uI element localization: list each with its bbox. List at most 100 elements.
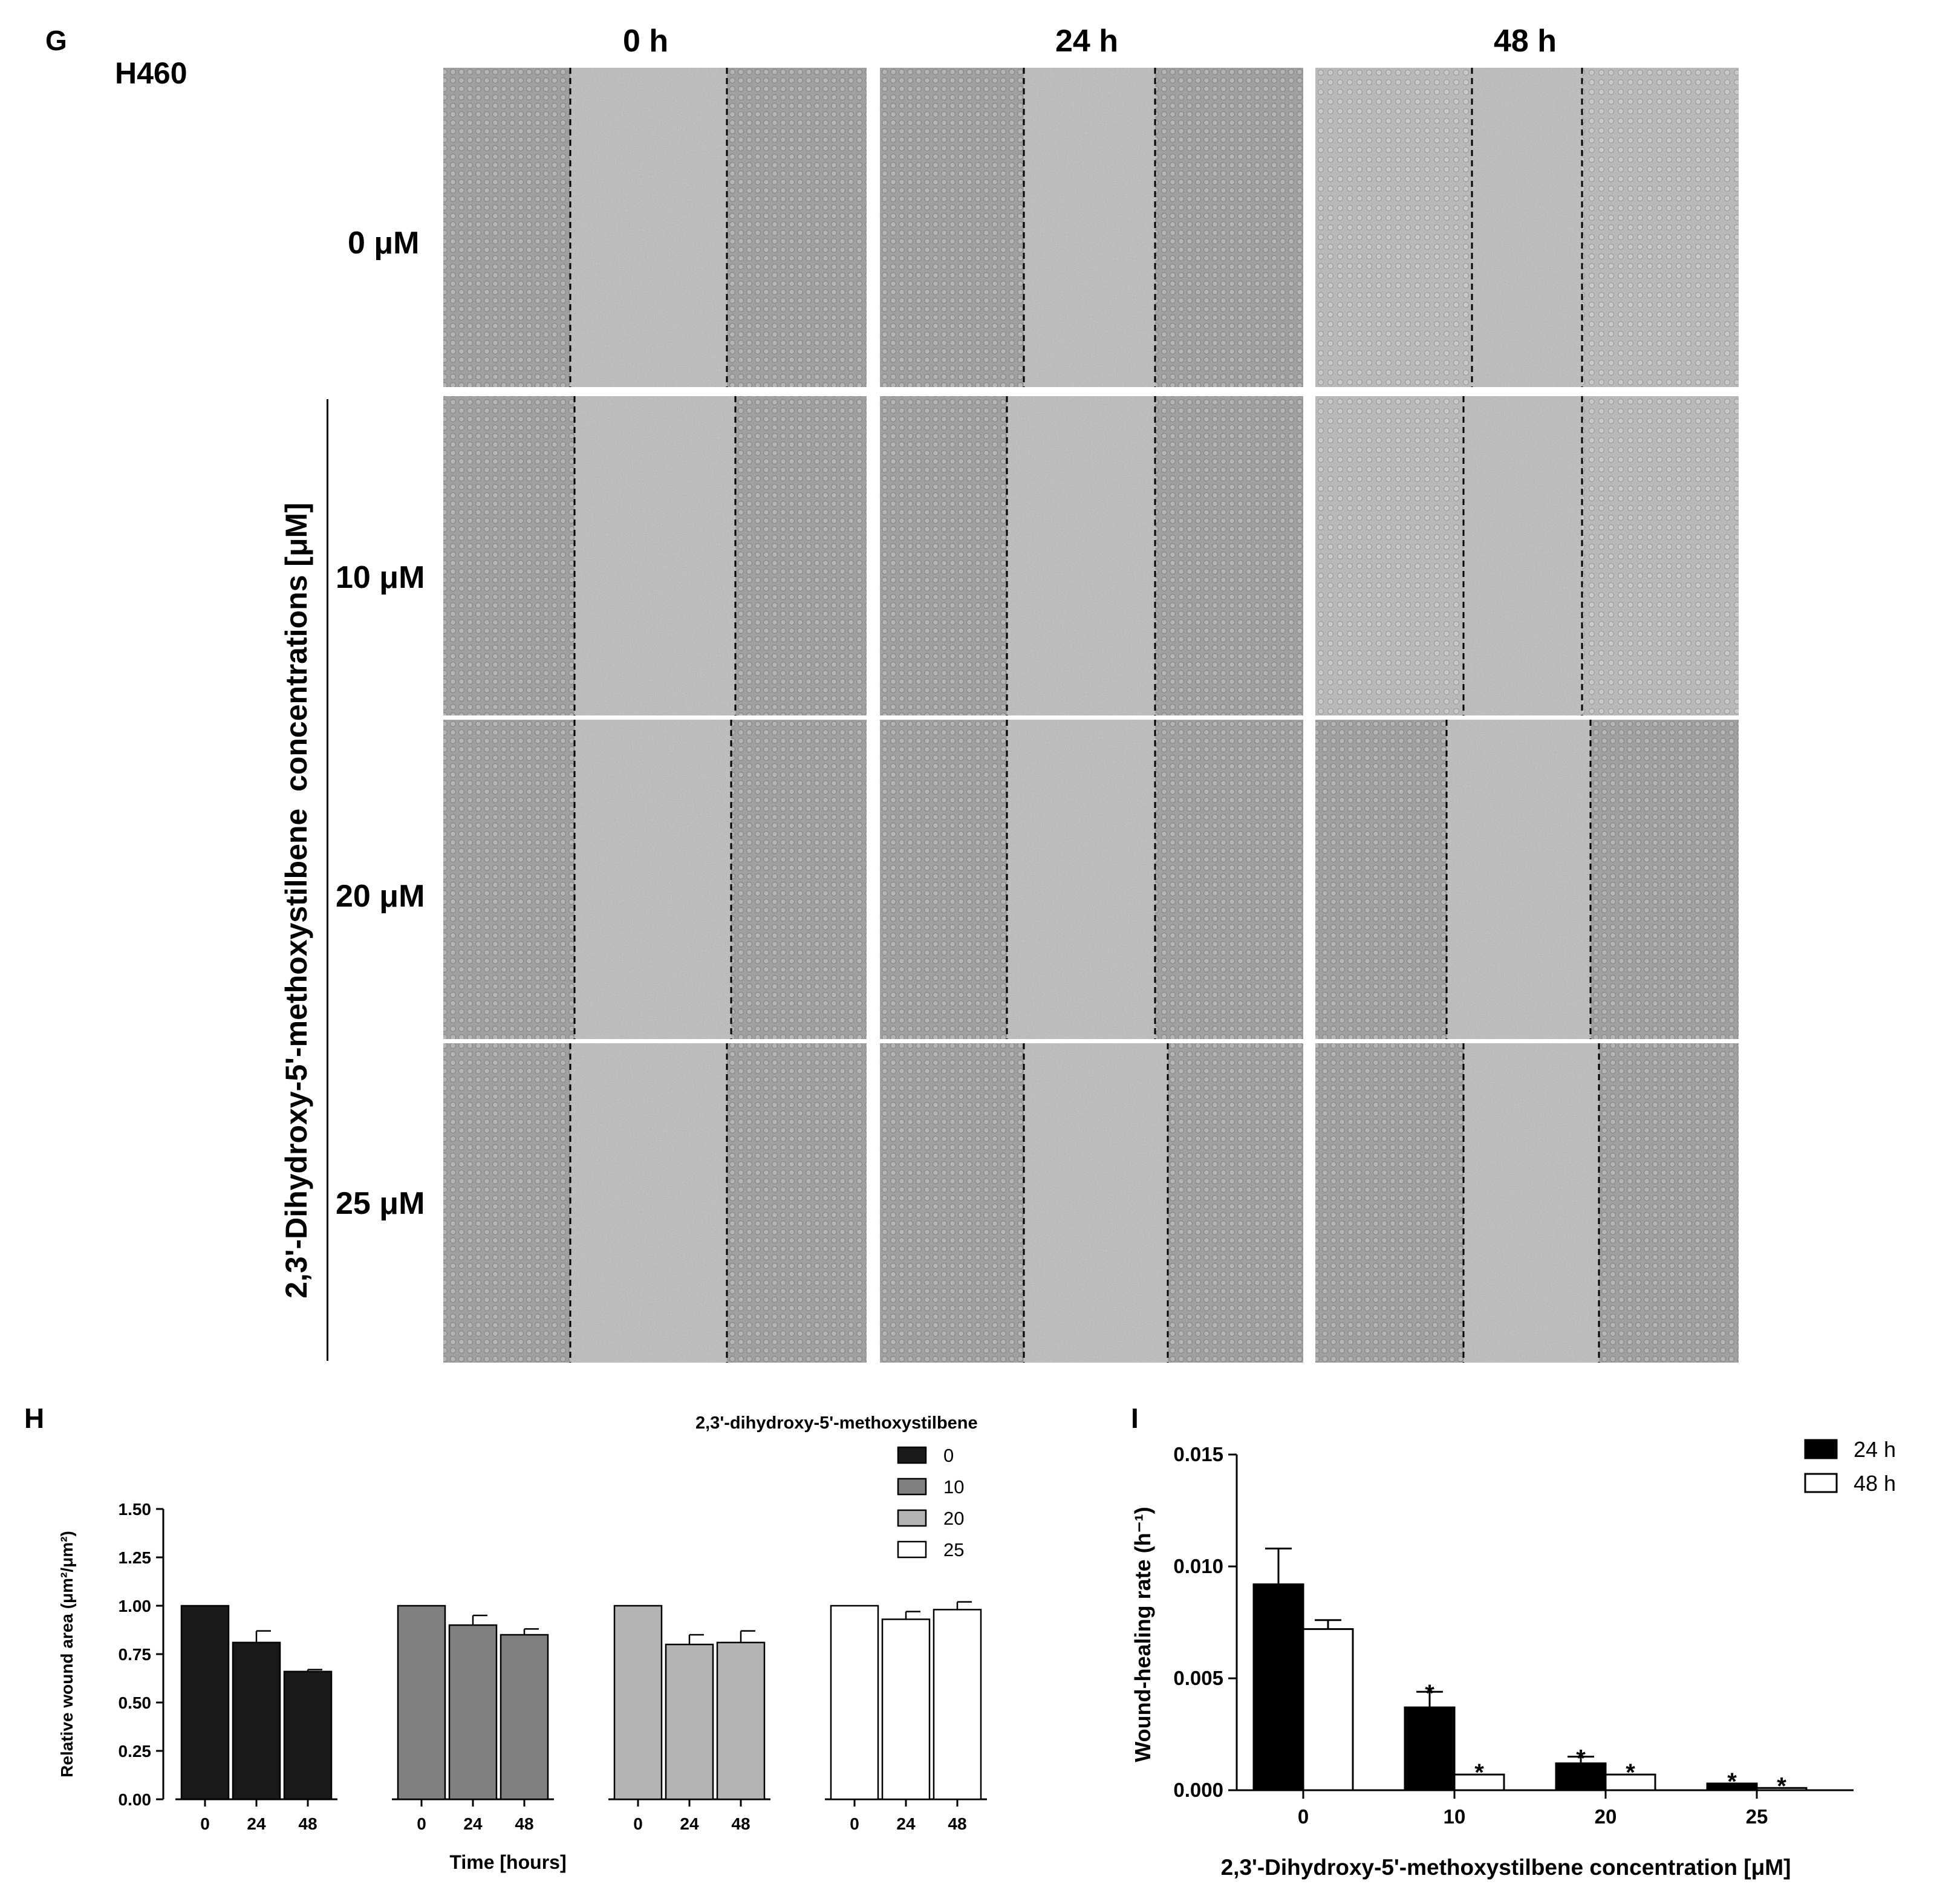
x-tick-label: 0 [850,1814,859,1833]
significance-marker: * [1626,1759,1635,1786]
micrograph-texture [443,396,867,715]
legend-swatch [897,1509,927,1527]
column-header-48h: 48 h [1494,24,1557,59]
x-tick-label: 48 [731,1814,750,1833]
legend-swatch [897,1478,927,1496]
micrograph-texture [880,396,1303,715]
y-tick-label: 0.75 [119,1645,152,1664]
bar [881,1618,931,1800]
y-axis-label: Wound-healing rate (h⁻¹) [1130,1507,1155,1762]
side-label-rule [327,399,328,1361]
x-tick-label: 48 [515,1814,533,1833]
x-tick-label: 0 [417,1814,426,1833]
micrograph-texture [1315,1043,1739,1363]
x-tick-label: 48 [948,1814,966,1833]
micrograph-r1-c2 [1315,396,1739,715]
panel-letter-h: H [24,1403,45,1434]
wound-healing-rate-chart: 0.000 0.005 0.010 0.015 Wound-healing rate (… [1130,1437,1896,1880]
bar [500,1634,549,1800]
bar [448,1624,498,1800]
x-tick-label: 24 [680,1814,699,1833]
y-tick-label: 0.015 [1173,1443,1223,1465]
x-tick-label: 24 [463,1814,483,1833]
micrograph-texture [1315,720,1739,1039]
micrograph-r2-c0 [443,720,867,1039]
legend-label: 24 h [1854,1437,1896,1462]
bar [613,1605,663,1800]
bar [665,1643,714,1800]
micrograph-r0-c0 [443,68,867,387]
x-tick-label: 0 [200,1814,210,1833]
bar [1604,1773,1656,1791]
column-header-0h: 0 h [623,24,669,59]
bar [180,1605,230,1800]
x-tick-label: 0 [633,1814,643,1833]
legend-title: 2,3'-dihydroxy-5'-methoxystilbene [695,1413,978,1433]
legend-swatch [1804,1439,1838,1459]
bar [397,1605,446,1800]
significance-marker: * [1777,1773,1786,1799]
micrograph-texture [1315,396,1739,715]
micrograph-grid [443,68,1739,1363]
bar [716,1641,766,1800]
micrograph-texture [880,720,1303,1039]
bar [1453,1773,1505,1791]
bar [1252,1583,1304,1791]
micrograph-r1-c0 [443,396,867,715]
bar [1756,1787,1808,1791]
micrograph-r2-c1 [880,720,1303,1039]
micrograph-texture [880,1043,1303,1363]
x-tick-label: 20 [1595,1805,1617,1828]
y-tick-label: 0.000 [1173,1779,1223,1801]
column-header-24h: 24 h [1055,24,1119,59]
panel-letter-g: G [45,25,67,56]
y-tick-label: 0.25 [119,1742,152,1761]
row-label-20uM: 20 μM [336,879,425,914]
legend-label: 0 [943,1445,954,1466]
x-tick-label: 25 [1746,1805,1768,1828]
bar [283,1670,333,1800]
micrograph-r3-c0 [443,1043,867,1363]
y-tick-label: 0.50 [119,1693,152,1712]
micrograph-panel: G H460 0 h 24 h 48 h 0 μM 10 μM 20 μM 25… [45,24,1739,1363]
x-tick-label: 24 [247,1814,266,1833]
micrograph-texture [443,1043,867,1363]
micrograph-r0-c1 [880,68,1303,387]
x-tick-label: 24 [896,1814,916,1833]
micrograph-r3-c1 [880,1043,1303,1363]
bar [232,1641,281,1800]
x-axis-label: Time [hours] [449,1851,566,1873]
cell-line-label: H460 [115,56,187,90]
y-tick-label: 0.00 [119,1790,152,1809]
micrograph-r1-c1 [880,396,1303,715]
bar [1706,1782,1758,1791]
legend-label: 20 [943,1508,964,1529]
x-tick-label: 0 [1298,1805,1309,1828]
significance-marker: * [1727,1768,1737,1795]
legend-label: 10 [943,1476,964,1497]
significance-marker: * [1576,1745,1586,1772]
significance-marker: * [1474,1759,1484,1786]
significance-marker: * [1425,1680,1434,1707]
x-axis-label: 2,3'-Dihydroxy-5'-methoxystilbene concen… [1221,1855,1791,1880]
legend-swatch [897,1540,927,1559]
legend-swatch [897,1446,927,1464]
x-tick-label: 10 [1444,1805,1466,1828]
relative-wound-area-chart: 0.00 0.25 0.50 0.75 1.00 1.25 1.50 Relative wou… [57,1413,987,1873]
legend-label: 25 [943,1539,964,1560]
bar [1404,1706,1456,1791]
y-tick-label: 0.005 [1173,1667,1223,1689]
micrograph-texture [1315,68,1739,387]
y-tick-label: 1.00 [119,1597,152,1615]
y-tick-label: 1.50 [119,1500,152,1519]
micrograph-r3-c2 [1315,1043,1739,1363]
panel-letter-i: I [1131,1403,1139,1434]
y-tick-label: 0.010 [1173,1555,1223,1577]
row-label-0uM: 0 μM [348,226,420,261]
micrograph-texture [880,68,1303,387]
micrograph-texture [443,68,867,387]
y-tick-label: 1.25 [119,1548,152,1567]
micrograph-r0-c2 [1315,68,1739,387]
bar [1302,1628,1354,1791]
x-tick-label: 48 [298,1814,317,1833]
